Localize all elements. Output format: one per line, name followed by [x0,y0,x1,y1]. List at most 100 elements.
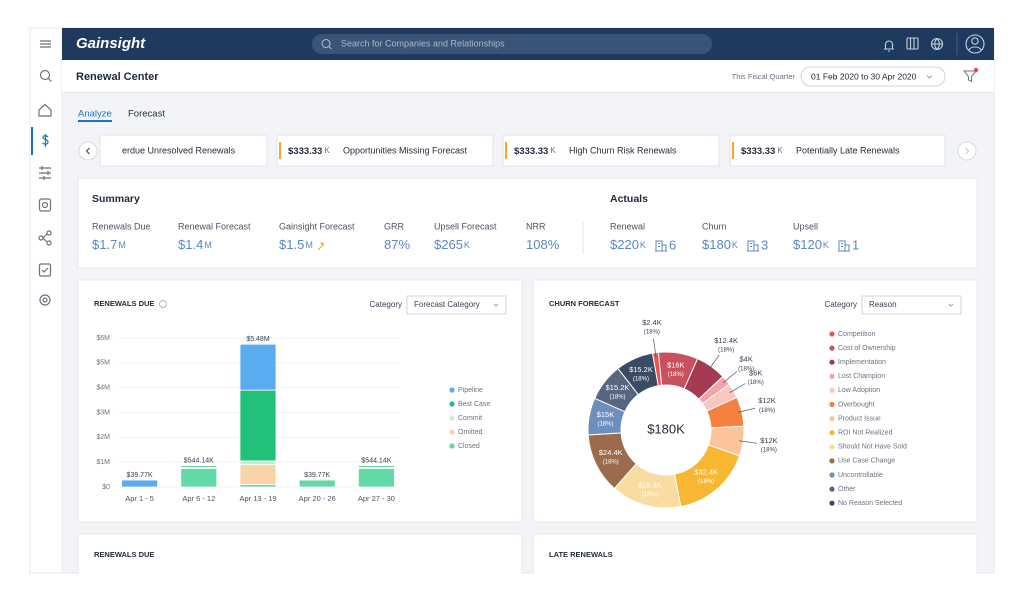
top-icons [884,33,985,55]
legend-swatch [449,415,455,421]
slice-percent: (18%) [718,348,734,354]
page-title: Renewal Center [76,71,159,83]
metric-card[interactable] [276,134,494,167]
leader-line [739,440,758,444]
metric-value: $1.7M [92,237,126,252]
slice-label: $12K [758,396,776,405]
cards-next[interactable] [957,141,977,161]
actuals-title: Actuals [610,193,648,205]
legend-label: ROI Not Realized [838,430,893,437]
metric-unit: K [732,240,738,250]
legend-label: Omitted [458,429,483,436]
metric-number: $1.7 [92,237,117,252]
y-tick-label: $2M [96,434,110,441]
task-icon[interactable] [38,263,52,277]
avatar-icon[interactable] [965,34,985,54]
page-margin [0,573,1024,603]
filter-dropdown[interactable] [406,295,507,315]
legend-swatch [829,345,835,351]
period-dropdown[interactable] [800,66,946,87]
metric-unit: M [118,240,126,250]
slice-label: $15.2K [629,365,653,374]
info-icon[interactable] [159,300,167,308]
settings-list-icon[interactable] [39,166,51,180]
search-bar[interactable] [312,34,712,54]
gear-icon[interactable] [39,294,51,306]
pie-slice [617,352,659,396]
metric-value: 108% [526,237,560,252]
book-icon[interactable] [906,37,919,50]
chart-title: CHURN FORECAST [549,299,620,308]
metric-card[interactable] [99,134,268,167]
y-tick-label: $4M [96,385,110,392]
sidebar-icons [38,40,52,306]
leader-line [653,338,657,357]
actual-count: 1 [852,237,859,252]
metric-card[interactable] [502,134,720,167]
bar-segment [298,479,336,488]
filter-badge [973,67,979,73]
slice-percent: (18%) [698,479,714,485]
metric-number: $180 [702,237,731,252]
metric-label: Churn [702,221,727,231]
renewal-icon[interactable] [42,134,49,147]
card-label: Potentially Late Renewals [796,145,900,155]
card-accent [279,142,281,159]
chevron-left [85,147,90,155]
leader-line [708,354,720,370]
legend-label: Product Issue [838,415,881,422]
tab-active[interactable]: Analyze [78,109,112,120]
dropdown-chevron [926,75,933,79]
slice-label: $4K [739,355,752,364]
metric-label: NRR [526,221,546,231]
menu-icon[interactable] [40,40,51,48]
legend-label: Implementation [838,359,886,366]
bar-segment [180,467,218,488]
legend-label: Best Case [458,401,490,408]
summary-title: Summary [92,193,140,205]
metric-unit: K [640,240,646,250]
legend-swatch [449,387,455,393]
legend-swatch [829,359,835,365]
panel-title: RENEWALS DUE [94,550,154,559]
chevron-right [965,147,970,155]
total-label: $39.77K [127,472,153,479]
leader-line [722,371,738,384]
legend-swatch [829,500,835,506]
building-icon [747,240,759,252]
legend-label: Should Not Have Sold [838,444,907,451]
metric-card[interactable] [729,134,946,167]
search-icon[interactable] [39,69,51,81]
dropdown-chevron [493,303,499,307]
filter-dropdown[interactable] [861,295,962,315]
legend-label: Closed [458,443,480,450]
bell-icon[interactable] [884,40,894,52]
tab-underline [78,120,112,122]
legend-swatch [829,430,835,436]
legend-label: Overbought [838,401,875,408]
slice-label: $12.4K [714,336,738,345]
legend-label: Commit [458,415,482,422]
tab[interactable]: Forecast [128,109,165,120]
slice-label: $15.2K [606,383,630,392]
card-label: erdue Unresolved Renewals [122,145,236,155]
cards-prev[interactable] [78,141,98,161]
legend-swatch [449,443,455,449]
filter-value: Forecast Category [414,300,480,309]
calendar-icon[interactable] [38,198,52,212]
sidebar [29,27,63,574]
legend-label: Use Case Change [838,458,895,465]
period-label: This Fiscal Quarter [732,72,796,81]
metric-number: $1.5 [279,237,304,252]
search-glass [321,38,331,49]
slice-label: $24.4K [599,448,623,457]
home-icon[interactable] [38,103,52,117]
metric-value: $220K [610,237,646,252]
card-accent [505,142,507,159]
slice-percent: (18%) [738,366,754,372]
metric-value: 87% [384,237,410,252]
metric-value: $1.4M [178,237,212,252]
filter-label: Category [825,300,857,309]
